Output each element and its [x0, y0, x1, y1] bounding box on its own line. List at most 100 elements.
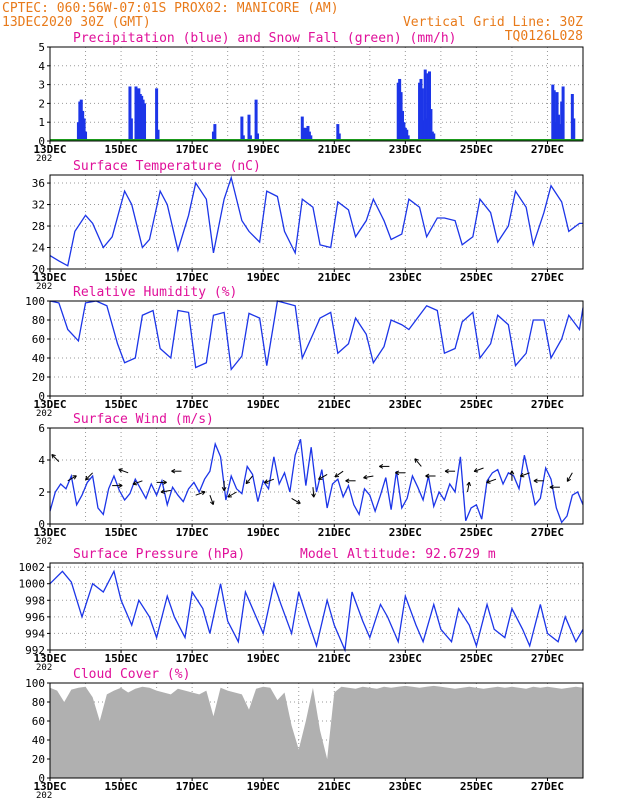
- panel-title: Surface Wind (m/s): [73, 412, 214, 427]
- precipitation-bar: [143, 103, 147, 141]
- wind-arrow-shaft: [473, 467, 484, 472]
- y-tick-label: 1000: [19, 578, 46, 591]
- y-tick-label: 1: [38, 116, 45, 129]
- header-vertical-grid: Vertical Grid Line: 30Z: [403, 15, 583, 30]
- wind-arrow-shaft: [566, 472, 573, 482]
- wind-arrow: [195, 490, 206, 496]
- wind-arrow-shaft: [312, 487, 315, 498]
- wind-arrow-head: [414, 458, 417, 463]
- wind-arrow-head: [227, 493, 231, 498]
- wind-arrow: [311, 487, 316, 498]
- x-tick-label: 27DEC: [531, 271, 564, 284]
- y-tick-label: 5: [38, 41, 45, 54]
- wind-arrow-head: [313, 493, 316, 498]
- wind-arrow: [566, 472, 573, 482]
- wind-arrow-head: [202, 491, 206, 496]
- wind-arrow-head: [533, 480, 538, 484]
- wind-arrow-head: [486, 479, 490, 483]
- y-tick-label: 2: [38, 97, 45, 110]
- precipitation-bar: [406, 135, 410, 141]
- x-year-stub: 202: [36, 663, 52, 673]
- wind-arrow: [112, 483, 123, 488]
- wind-arrow-shaft: [363, 475, 374, 479]
- x-tick-label: 19DEC: [247, 780, 280, 793]
- x-tick-label: 19DEC: [247, 526, 280, 539]
- x-tick-label: 15DEC: [105, 271, 138, 284]
- x-tick-label: 19DEC: [247, 271, 280, 284]
- wind-arrow: [318, 473, 328, 480]
- panel-frame: [49, 174, 584, 270]
- wind-arrow-shaft: [334, 470, 344, 478]
- precipitation-bar: [240, 116, 244, 141]
- panel-2: 20 24 28 32 36 13DEC 15DEC 17DEC 19DEC 21DEC 23DEC…: [32, 159, 584, 292]
- x-tick-label: 27DEC: [531, 780, 564, 793]
- wind-arrow: [549, 484, 560, 490]
- y-tick-label: 100: [25, 677, 45, 690]
- x-year-stub: 202: [36, 282, 52, 292]
- wind-arrow-head: [334, 473, 338, 478]
- x-tick-label: 23DEC: [389, 780, 422, 793]
- x-tick-label: 19DEC: [247, 398, 280, 411]
- wind-arrow-head: [212, 500, 215, 505]
- y-tick-label: 20: [32, 263, 45, 276]
- x-tick-label: 17DEC: [176, 398, 209, 411]
- wind-arrow-shaft: [318, 473, 328, 480]
- wind-arrow: [51, 454, 60, 462]
- x-tick-label: 19DEC: [247, 652, 280, 665]
- wind-arrow-head: [51, 454, 54, 459]
- wind-arrow: [227, 491, 237, 498]
- wind-arrow: [509, 470, 515, 481]
- wind-arrow-head: [245, 481, 251, 485]
- wind-arrow-head: [533, 478, 538, 482]
- wind-arrow-head: [118, 483, 123, 487]
- wind-arrow-head: [162, 480, 167, 483]
- wind-arrow-head: [221, 487, 225, 492]
- wind-arrow-shaft: [520, 472, 530, 477]
- wind-arrow-shaft: [160, 489, 171, 493]
- x-year-stub: 202: [36, 154, 52, 164]
- wind-arrow-head: [473, 468, 478, 472]
- x-year-stub: 202: [36, 791, 52, 800]
- wind-arrow-head: [118, 485, 123, 488]
- y-tick-label: 2: [38, 486, 45, 499]
- wind-arrow: [291, 497, 301, 504]
- y-tick-label: 60: [32, 333, 45, 346]
- wind-arrow-shaft: [209, 495, 214, 505]
- wind-arrow-head: [549, 486, 554, 490]
- wind-arrow-head: [311, 493, 315, 498]
- x-tick-label: 21DEC: [318, 143, 351, 156]
- y-tick-label: 4: [38, 454, 45, 467]
- wind-arrow-head: [425, 475, 430, 479]
- panel-frame: [49, 682, 584, 779]
- wind-arrow-head: [444, 468, 449, 472]
- wind-arrow: [486, 478, 497, 484]
- wind-arrow: [85, 472, 93, 481]
- wind-arrow: [533, 478, 544, 484]
- precipitation-bar: [128, 86, 132, 141]
- wind-arrow-head: [85, 478, 90, 481]
- wind-arrow-head: [425, 473, 430, 477]
- y-tick-label: 24: [32, 242, 46, 255]
- header-model-id: TQ0126L028: [505, 29, 583, 44]
- y-tick-label: 0: [38, 390, 45, 403]
- wind-arrow-head: [379, 465, 384, 469]
- y-tick-label: 60: [32, 715, 45, 728]
- x-tick-label: 13DEC: [33, 526, 66, 539]
- wind-arrow: [414, 458, 422, 467]
- precipitation-bar: [82, 118, 86, 141]
- y-tick-label: 20: [32, 753, 45, 766]
- wind-arrow: [466, 481, 472, 493]
- wind-arrow-head: [162, 481, 167, 485]
- y-tick-label: 994: [25, 627, 45, 640]
- wind-arrow: [171, 468, 182, 474]
- wind-arrow-head: [51, 454, 56, 457]
- x-tick-label: 13DEC: [33, 143, 66, 156]
- wind-arrow-head: [345, 478, 350, 482]
- wind-arrow: [156, 480, 167, 485]
- wind-arrow: [132, 480, 143, 486]
- precipitation-bar: [213, 124, 217, 141]
- panels: 0 1 2 3 4 5 13DEC 15DEC 17DEC 19DEC 21DEC 23DEC 25DE…: [19, 31, 584, 800]
- x-tick-label: 25DEC: [460, 652, 493, 665]
- wind-arrow-shaft: [467, 482, 470, 493]
